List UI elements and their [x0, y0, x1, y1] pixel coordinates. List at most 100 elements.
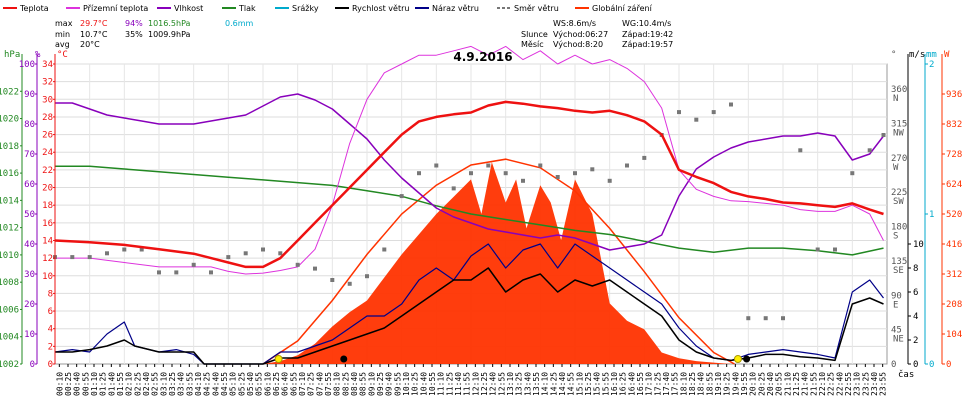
stat-max-temp: 29.7°C	[80, 19, 108, 28]
axis-tick-label-time: 21:55	[809, 372, 818, 396]
axis-tick-label-time: 03:10	[159, 372, 168, 396]
axis-tick-label-time: 17:40	[662, 372, 671, 396]
axis-tick-label-time: 03:40	[177, 372, 186, 396]
legend-label: Náraz větru	[432, 4, 479, 13]
stat-avg-label: avg	[55, 40, 70, 49]
axis-tick-label-time: 00:25	[64, 372, 73, 396]
axis-tick-label-celsius: 10	[42, 272, 53, 282]
axis-tick-label-time: 05:55	[255, 372, 264, 396]
axis-tick-label-time: 17:25	[653, 372, 662, 396]
wind-direction-point	[850, 171, 855, 176]
axis-label-hpa: hPa	[4, 50, 20, 60]
axis-tick-label-hpa: 1006	[0, 305, 19, 315]
axis-tick-label-time: 13:40	[523, 372, 532, 396]
axis-tick-label-time: 16:10	[610, 372, 619, 396]
wind-direction-point	[555, 175, 560, 179]
axis-tick-label-w: 104	[946, 330, 962, 340]
wind-direction-point	[382, 247, 387, 252]
axis-tick-label-celsius: 6	[48, 307, 53, 317]
wind-direction-point	[573, 171, 577, 176]
sunrise: Východ:06:27	[553, 30, 608, 39]
axis-tick-label-w: 312	[946, 270, 962, 280]
legend: Teplota Přízemní teplota Vlhkost Tlak Sr…	[0, 2, 966, 16]
axis-tick-label-time: 08:25	[341, 372, 350, 396]
axis-tick-label-celsius: 4	[48, 325, 53, 335]
axis-tick-label-time: 21:25	[792, 372, 801, 396]
wind-direction-point	[503, 171, 508, 176]
wind-direction-point	[881, 133, 886, 137]
axis-tick-label-celsius: 30	[42, 95, 53, 105]
axis-tick-label-w: 624	[946, 180, 962, 190]
chart-title: 4.9.2016	[453, 50, 512, 64]
axis-tick-label-time: 03:55	[185, 372, 194, 396]
axis-tick-label-celsius: 24	[42, 148, 53, 158]
series-radiation-clear-sky	[262, 158, 735, 365]
axis-tick-label-compass: W	[893, 163, 899, 173]
axis-tick-label-mm: 0	[929, 360, 934, 370]
moon-marker	[340, 355, 348, 363]
axis-tick-label-time: 11:10	[437, 372, 446, 396]
wind-direction-point	[157, 270, 161, 275]
wind-direction-point	[538, 163, 543, 168]
axis-tick-label-direction: 225	[891, 188, 907, 198]
moonset: Západ:19:57	[622, 40, 673, 49]
wind-direction-point	[694, 117, 699, 122]
axis-tick-label-compass: S	[893, 232, 898, 242]
axis-tick-label-time: 04:40	[211, 372, 220, 396]
axis-tick-label-compass: E	[893, 300, 898, 310]
wind-direction-point	[798, 148, 803, 153]
axis-tick-label-ms: 2	[913, 336, 918, 346]
axis-tick-label-time: 07:25	[307, 372, 316, 396]
axis-tick-label-celsius: 16	[42, 219, 53, 229]
wind-direction-point	[607, 178, 612, 183]
axis-tick-label-celsius: 8	[48, 289, 53, 299]
axis-tick-label-direction: 270	[891, 154, 907, 164]
axis-tick-label-mm: 1	[929, 210, 934, 220]
wind-direction-point	[590, 167, 595, 172]
axis-tick-label-time: 09:10	[367, 372, 376, 396]
axis-tick-label-time: 04:55	[220, 372, 229, 396]
wind-direction-point	[330, 278, 335, 282]
axis-tick-label-ms: 6	[913, 288, 918, 298]
axis-tick-label-celsius: 12	[42, 254, 53, 264]
axis-tick-label-time: 22:25	[827, 372, 836, 396]
axis-tick-label-w: 728	[946, 150, 962, 160]
moon-label: Měsíc	[521, 40, 544, 49]
wind-direction-point	[434, 163, 439, 168]
wind-direction-point	[867, 148, 872, 153]
axis-tick-label-celsius: 26	[42, 131, 53, 141]
axis-tick-label-time: 10:40	[419, 372, 428, 396]
legend-label: Globální záření	[592, 4, 653, 13]
axis-tick-label-time: 11:55	[463, 372, 472, 396]
wind-direction-point	[122, 247, 127, 252]
axis-tick-label-celsius: 28	[42, 113, 53, 123]
axis-tick-label-percent: 50	[24, 210, 35, 220]
axis-tick-label-celsius: 32	[42, 78, 53, 88]
axis-tick-label-time: 23:25	[861, 372, 870, 396]
wind-direction-point	[833, 247, 837, 252]
wind-direction-point	[191, 262, 196, 267]
axis-tick-label-time: 01:55	[116, 372, 125, 396]
axis-tick-label-time: 14:55	[567, 372, 576, 396]
legend-label: Přízemní teplota	[83, 4, 148, 13]
axis-tick-label-time: 07:40	[315, 372, 324, 396]
axis-tick-label-direction: 135	[891, 257, 907, 267]
axis-tick-label-time: 14:25	[549, 372, 558, 396]
wind-direction-point	[781, 316, 785, 321]
wind-gust-stat: WG:10.4m/s	[622, 19, 671, 28]
axis-tick-label-ms: 8	[913, 264, 918, 274]
axis-tick-label-percent: 90	[24, 90, 35, 100]
stats-panel: max 29.7°C 94% 1016.5hPa 0.6mm min 10.7°…	[55, 19, 254, 49]
astro-panel: WS:8.6m/s WG:10.4m/s Slunce Východ:06:27…	[521, 19, 673, 49]
wind-direction-point	[451, 186, 456, 191]
axis-tick-label-compass: NE	[893, 335, 904, 345]
axis-tick-label-time: 06:10	[263, 372, 272, 396]
moon-marker	[743, 355, 751, 363]
axis-tick-label-time: 04:10	[194, 372, 203, 396]
wind-direction-point	[87, 255, 92, 260]
wind-direction-point	[313, 266, 317, 271]
axis-tick-label-percent: 20	[24, 300, 35, 310]
axis-tick-label-w: 208	[946, 300, 962, 310]
wind-direction-point	[625, 163, 629, 168]
axis-label-celsius: °C	[57, 50, 68, 60]
